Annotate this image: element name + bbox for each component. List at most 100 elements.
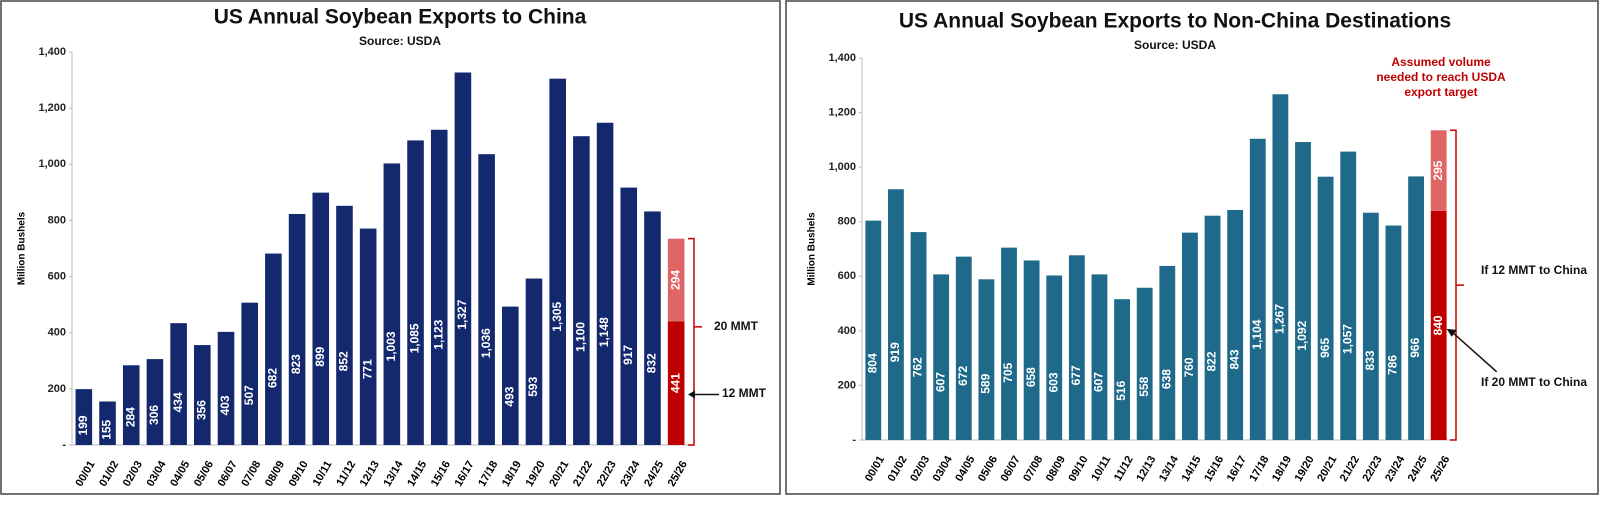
x-tick-label: 04/05 — [953, 454, 977, 484]
x-tick-label: 22/23 — [595, 459, 619, 489]
bar — [955, 256, 972, 440]
x-tick-label: 02/03 — [908, 454, 932, 484]
value-label: 607 — [933, 372, 947, 392]
bar — [359, 228, 377, 445]
value-label: 965 — [1318, 338, 1332, 358]
x-tick-label: 14/15 — [405, 459, 429, 489]
bar — [910, 232, 927, 440]
x-tick-label: 16/17 — [453, 459, 477, 489]
panel-border — [785, 0, 1599, 495]
x-tick-label: 25/26 — [1428, 454, 1452, 484]
bar — [1023, 260, 1040, 440]
x-tick-label: 03/04 — [145, 458, 170, 489]
bar — [1182, 232, 1198, 440]
y-tick-label: 800 — [838, 216, 856, 228]
x-tick-label: 19/20 — [524, 459, 548, 489]
value-label: 1,327 — [455, 299, 469, 329]
annotation: 20 MMT — [714, 318, 759, 333]
value-label: 760 — [1182, 357, 1196, 377]
bar — [75, 389, 93, 445]
x-tick-label: 11/12 — [1112, 454, 1136, 483]
x-tick-label: 01/02 — [886, 454, 910, 484]
value-label: 1,148 — [597, 317, 611, 347]
x-tick-label: 24/25 — [1406, 454, 1430, 484]
x-tick-label: 06/07 — [999, 454, 1023, 484]
value-label: 843 — [1227, 349, 1241, 369]
bar — [865, 220, 882, 440]
value-label: 832 — [645, 353, 659, 373]
value-label: 677 — [1069, 365, 1083, 385]
value-label: 1,100 — [574, 322, 588, 352]
x-tick-label: 08/09 — [263, 459, 287, 489]
value-label: 638 — [1159, 369, 1173, 389]
bar — [1317, 176, 1334, 440]
value-label: 966 — [1408, 337, 1422, 357]
x-tick-label: 16/17 — [1225, 454, 1249, 484]
bar — [573, 136, 590, 445]
bar — [1136, 287, 1153, 440]
value-label: 516 — [1114, 380, 1128, 400]
value-label: 434 — [171, 392, 185, 412]
value-label: 1,305 — [550, 301, 564, 331]
y-tick-label: 400 — [48, 327, 66, 339]
chart-title: US Annual Soybean Exports to Non-China D… — [899, 10, 1451, 33]
value-label: 306 — [147, 405, 161, 425]
x-tick-label: 09/10 — [287, 459, 311, 489]
x-tick-label: 12/13 — [1134, 454, 1158, 484]
value-label: 558 — [1137, 376, 1151, 396]
value-label: 822 — [1205, 351, 1219, 371]
bar — [430, 129, 448, 445]
value-label: 199 — [76, 415, 90, 435]
x-tick-label: 07/08 — [1021, 454, 1045, 484]
value-label: 589 — [979, 373, 993, 393]
bar — [620, 187, 638, 445]
x-tick-label: 06/07 — [216, 459, 240, 489]
bar — [265, 253, 282, 445]
x-tick-label: 08/09 — [1044, 454, 1068, 484]
y-tick-label: 1,200 — [828, 106, 856, 118]
bar — [122, 365, 140, 445]
x-tick-label: 23/24 — [618, 458, 643, 489]
chart-subtitle: Source: USDA — [1134, 38, 1216, 52]
x-tick-label: 17/18 — [476, 459, 500, 489]
bar — [478, 154, 495, 445]
value-label: 155 — [100, 419, 114, 439]
x-tick-label: 05/06 — [192, 459, 216, 489]
bar — [288, 213, 306, 445]
bar — [978, 279, 995, 440]
x-tick-label: 14/15 — [1180, 454, 1204, 484]
x-tick-label: 09/10 — [1066, 454, 1090, 484]
bar — [1091, 274, 1108, 440]
value-label: 1,057 — [1340, 324, 1354, 354]
bracket — [688, 237, 695, 446]
bar — [525, 278, 543, 445]
chart-title: US Annual Soybean Exports to China — [214, 6, 587, 29]
bar — [146, 359, 164, 445]
x-tick-label: 20/21 — [1315, 454, 1339, 484]
value-label: 658 — [1024, 367, 1038, 387]
y-tick-label: - — [852, 434, 856, 446]
y-tick-label: 1,200 — [38, 102, 66, 114]
x-tick-label: 19/20 — [1293, 454, 1317, 484]
x-tick-label: 23/24 — [1383, 453, 1408, 484]
annotation: 12 MMT — [722, 386, 767, 401]
bar — [1046, 275, 1063, 440]
x-tick-label: 01/02 — [97, 459, 121, 489]
annotation: If 20 MMT to China — [1481, 374, 1587, 389]
x-tick-label: 13/14 — [1157, 453, 1182, 484]
x-tick-label: 17/18 — [1247, 454, 1271, 484]
bar — [596, 122, 614, 446]
bar — [241, 302, 258, 445]
x-tick-label: 15/16 — [429, 459, 453, 489]
y-tick-label: 200 — [48, 383, 66, 395]
value-label: 682 — [266, 368, 280, 388]
y-tick-label: 1,400 — [828, 52, 856, 64]
bar — [1408, 176, 1424, 441]
value-label: 1,085 — [408, 323, 422, 353]
bar — [1227, 209, 1244, 440]
bar — [888, 189, 904, 440]
arrow-head — [1446, 328, 1457, 337]
x-tick-label: 18/19 — [500, 459, 524, 489]
bar — [1249, 138, 1266, 440]
